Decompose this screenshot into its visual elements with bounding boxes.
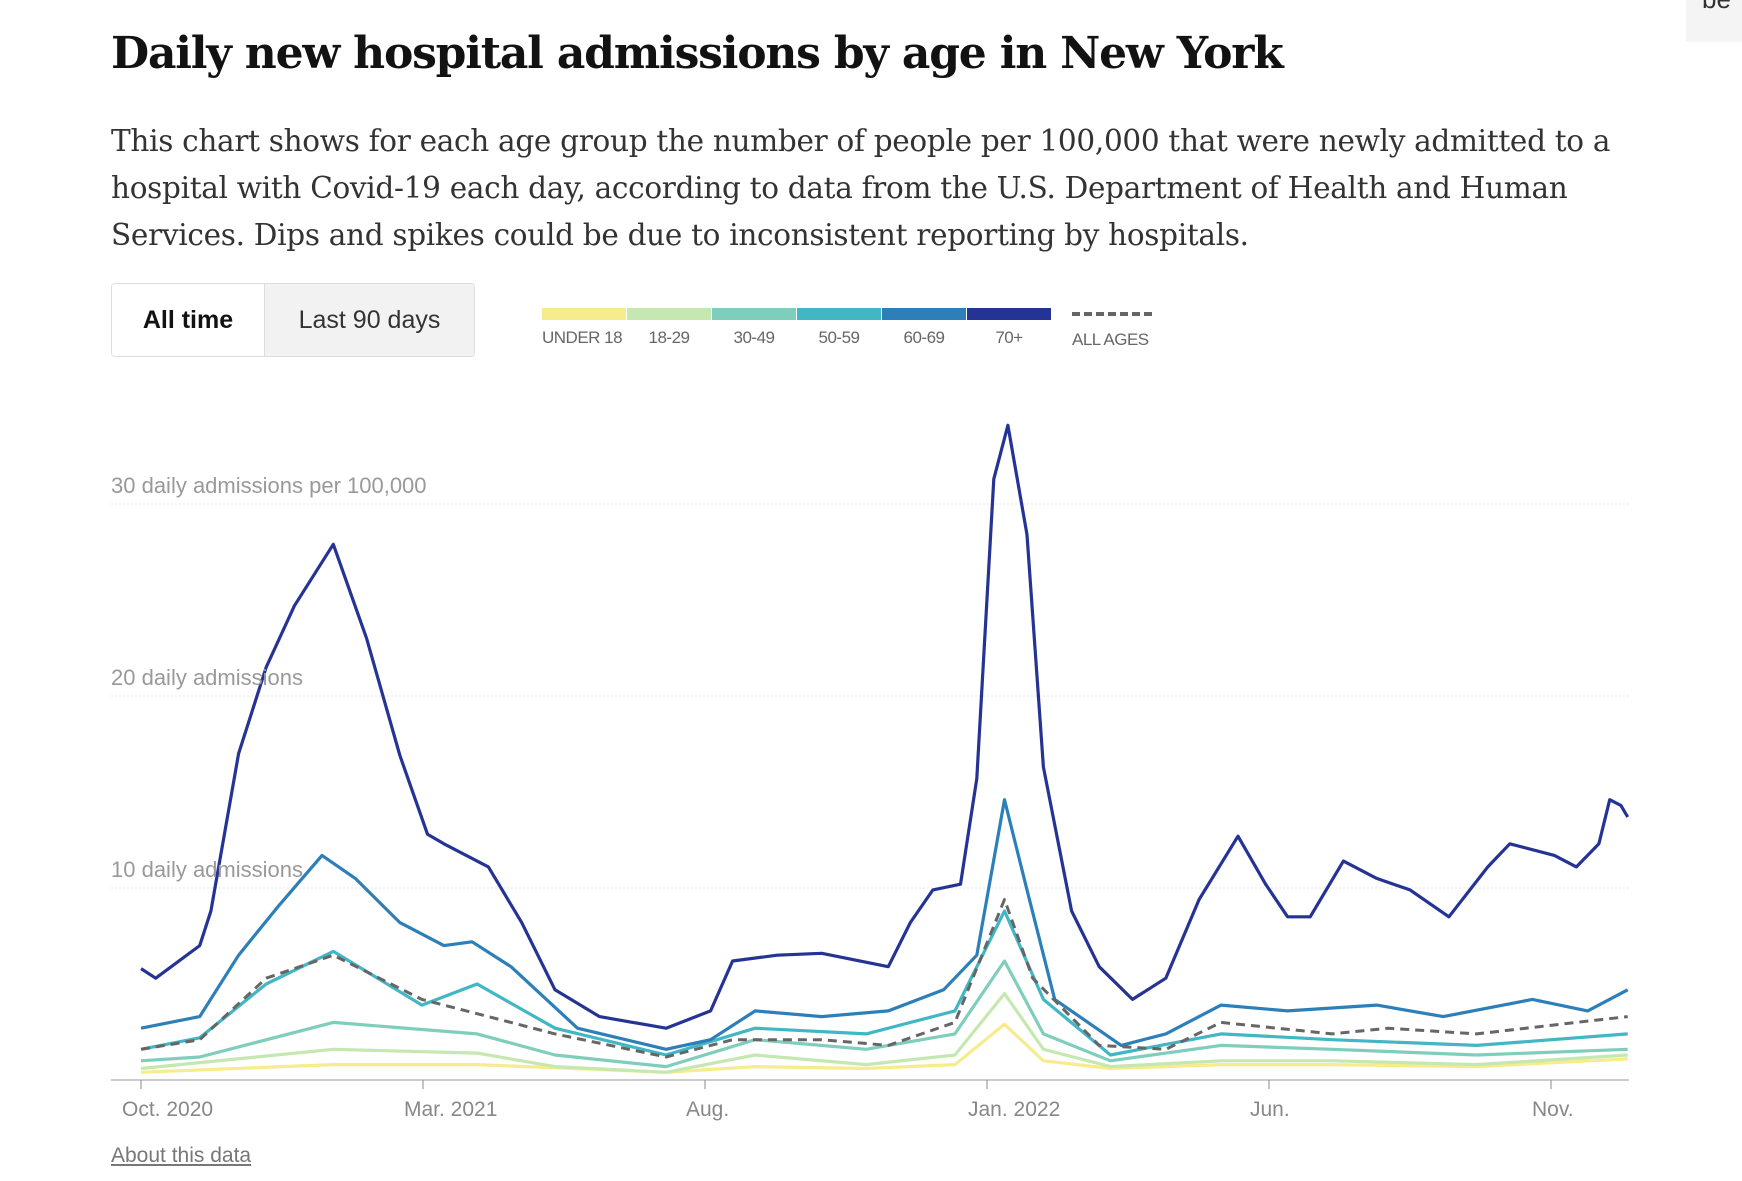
legend-item-18-29: 18-29: [627, 308, 711, 350]
legend-item-50-59: 50-59: [797, 308, 881, 350]
about-this-data-link[interactable]: About this data: [111, 1144, 252, 1167]
legend-label: 60-69: [903, 328, 945, 347]
series-line-under-18: [140, 1022, 1628, 1074]
chart-description: This chart shows for each age group the …: [111, 124, 1611, 252]
series-line-18-29: [140, 992, 1628, 1074]
legend-swatch: [627, 308, 711, 320]
legend: UNDER 18 18-29 30-49 50-59 60-69 70+ ALL…: [542, 308, 1152, 350]
legend-swatch: [882, 308, 966, 320]
series-line-30-49: [140, 959, 1628, 1069]
y-tick-label: 30 daily admissions per 100,000: [111, 473, 427, 498]
legend-label: UNDER 18: [542, 328, 623, 347]
legend-swatch: [797, 308, 881, 320]
x-tick-label: Oct. 2020: [122, 1098, 213, 1121]
legend-swatch: [967, 308, 1051, 320]
y-tick-label: 10 daily admissions: [111, 857, 303, 882]
legend-swatch: [712, 308, 796, 320]
x-tick-label: Nov.: [1532, 1098, 1574, 1121]
legend-label: 70+: [995, 328, 1023, 347]
legend-swatch: [542, 308, 626, 320]
page-title: Daily new hospital admissions by age in …: [111, 28, 1284, 79]
legend-dash: [1072, 312, 1152, 316]
legend-item-under-18: UNDER 18: [542, 308, 626, 350]
corner-text: be: [1702, 0, 1731, 15]
x-tick-label: Mar. 2021: [404, 1098, 497, 1121]
series-line-60-69: [140, 798, 1629, 1051]
all-time-button[interactable]: All time: [112, 284, 265, 356]
y-tick-label: 20 daily admissions: [111, 665, 303, 690]
x-tick-label: Jan. 2022: [968, 1098, 1060, 1121]
series-line-50-59: [140, 909, 1628, 1057]
legend-label: ALL AGES: [1072, 330, 1149, 349]
time-range-toggle: All time Last 90 days: [111, 283, 475, 357]
legend-item-all-ages: ALL AGES: [1072, 308, 1152, 350]
legend-item-30-49: 30-49: [712, 308, 796, 350]
series-line-all-ages: [140, 898, 1628, 1059]
legend-item-70-plus: 70+: [967, 308, 1051, 350]
last-90-days-button[interactable]: Last 90 days: [265, 284, 474, 356]
legend-label: 18-29: [648, 328, 690, 347]
legend-label: 30-49: [733, 328, 775, 347]
legend-item-60-69: 60-69: [882, 308, 966, 350]
x-tick-label: Aug.: [686, 1098, 729, 1121]
legend-label: 50-59: [818, 328, 860, 347]
corner-button[interactable]: be: [1686, 0, 1742, 42]
x-tick-label: Jun.: [1250, 1098, 1290, 1121]
series-line-70-: [140, 423, 1630, 1030]
